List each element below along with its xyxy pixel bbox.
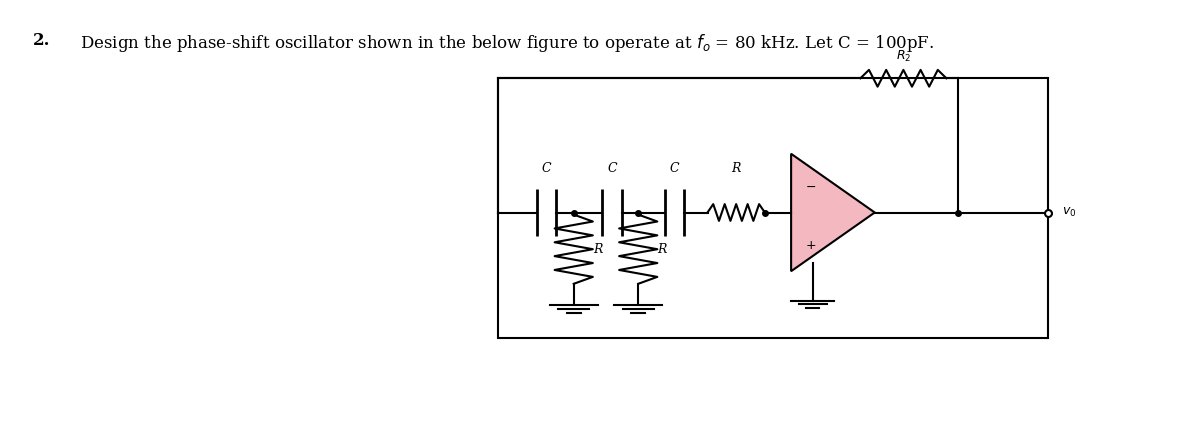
Text: 2.: 2. [32,32,50,49]
Text: C: C [607,162,617,175]
Text: C: C [541,162,551,175]
Polygon shape [791,154,875,271]
Text: $-$: $-$ [805,180,816,193]
Text: Design the phase-shift oscillator shown in the below figure to operate at $f_o$ : Design the phase-shift oscillator shown … [80,32,935,54]
Text: $v_0$: $v_0$ [1062,206,1076,219]
Text: $+$: $+$ [805,239,817,252]
Text: R: R [593,243,602,256]
Text: R: R [658,243,667,256]
Text: R: R [732,162,740,175]
Text: C: C [670,162,679,175]
Bar [498,78,1048,338]
Text: $R_2$: $R_2$ [895,48,911,64]
